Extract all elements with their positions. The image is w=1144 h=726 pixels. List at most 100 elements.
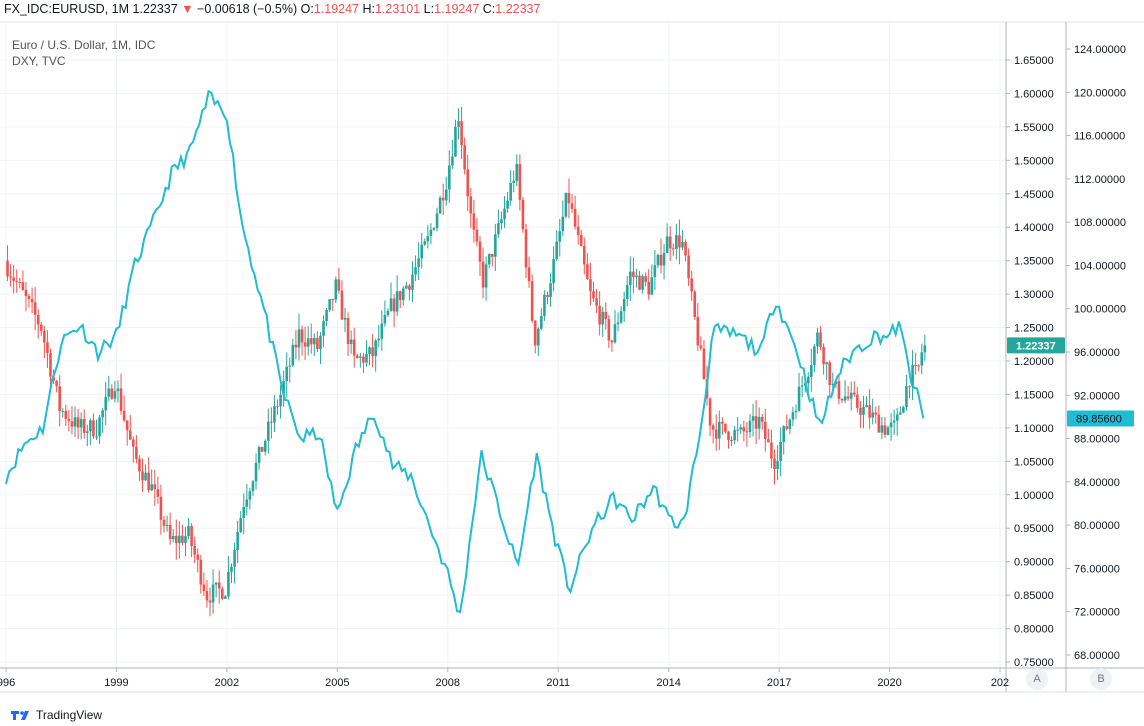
candle-body — [632, 271, 635, 278]
candle-body — [316, 337, 319, 349]
candle-body — [359, 356, 362, 358]
main-series-legend[interactable]: Euro / U.S. Dollar, 1M, IDC — [12, 38, 156, 52]
scale-button-a[interactable]: A — [1026, 668, 1048, 690]
candle-body — [810, 365, 813, 377]
candle-body — [43, 330, 46, 343]
candle-body — [190, 525, 193, 547]
left-tick-label: 1.20000 — [1014, 356, 1054, 368]
candle-body — [497, 223, 500, 235]
candle-body — [788, 419, 792, 429]
candle-body — [868, 405, 871, 418]
candle-body — [239, 518, 242, 533]
right-tick-label: 108.00000 — [1074, 217, 1126, 229]
candle-body — [653, 265, 657, 278]
candle-body — [757, 416, 761, 429]
candle-body — [270, 421, 273, 423]
right-tick-label: 116.00000 — [1074, 131, 1125, 143]
candle-body — [463, 145, 466, 170]
candle-body — [288, 365, 292, 367]
candle-body — [208, 600, 212, 603]
candle-body — [21, 282, 25, 290]
dxy-value-badge — [1067, 410, 1134, 427]
candle-body — [411, 274, 414, 290]
candle-body — [202, 584, 206, 592]
candle-body — [383, 314, 387, 324]
candle-body — [883, 425, 887, 435]
candle-body — [168, 524, 172, 540]
candle-body — [49, 353, 52, 377]
close-value: 1.22337 — [495, 2, 541, 16]
candle-body — [524, 229, 528, 268]
candle-body — [543, 294, 546, 316]
candle-body — [773, 458, 776, 470]
candle-body — [530, 281, 534, 321]
candle-body — [119, 388, 123, 411]
right-tick-label: 88.00000 — [1074, 434, 1120, 446]
left-tick-label: 1.65000 — [1014, 55, 1054, 67]
candle-body — [506, 200, 509, 209]
overlay-series-legend[interactable]: DXY, TVC — [12, 54, 66, 68]
candle-body — [408, 285, 411, 290]
candle-body — [64, 410, 68, 419]
candle-body — [886, 427, 890, 435]
candle-body — [426, 236, 430, 242]
candle-body — [368, 347, 371, 354]
right-tick-label: 104.00000 — [1074, 260, 1126, 272]
candle-body — [825, 362, 828, 365]
eurusd-candles — [6, 106, 927, 617]
candle-body — [742, 427, 746, 432]
candle-body — [101, 410, 104, 418]
grid — [0, 22, 1006, 668]
dxy-line — [5, 89, 925, 614]
candle-body — [592, 291, 595, 299]
candle-body — [717, 421, 721, 439]
x-tick-label: 202 — [991, 677, 1009, 689]
x-tick-label: 2011 — [546, 677, 570, 689]
candle-body — [104, 396, 108, 411]
candle-body — [745, 431, 749, 433]
candle-body — [730, 440, 733, 442]
candle-body — [417, 258, 420, 268]
candle-body — [687, 255, 690, 279]
candle-body — [849, 392, 853, 399]
candle-body — [837, 381, 841, 399]
candle-body — [598, 305, 601, 325]
tradingview-footer[interactable]: TradingView — [10, 708, 102, 722]
candle-body — [227, 571, 230, 597]
scale-button-b[interactable]: B — [1090, 668, 1112, 690]
candle-body — [856, 394, 859, 408]
right-tick-label: 112.00000 — [1074, 174, 1125, 186]
candle-body — [671, 248, 675, 250]
left-tick-label: 1.55000 — [1014, 122, 1054, 134]
candle-body — [865, 405, 868, 408]
candle-body — [337, 279, 341, 291]
symbol-label[interactable]: FX_IDC:EURUSD, 1M — [4, 2, 130, 16]
candle-body — [9, 276, 12, 278]
left-tick-label: 1.35000 — [1014, 256, 1054, 268]
candle-body — [819, 332, 822, 348]
candle-body — [355, 355, 359, 358]
left-tick-label: 1.50000 — [1014, 155, 1054, 167]
candle-body — [414, 267, 417, 275]
candle-body — [500, 219, 503, 224]
candle-body — [276, 406, 279, 408]
candle-body — [776, 461, 779, 470]
candle-body — [889, 422, 893, 428]
candle-body — [555, 241, 558, 260]
candle-body — [457, 121, 460, 127]
candle-body — [549, 283, 552, 298]
x-tick-label: 2002 — [215, 677, 239, 689]
candle-body — [392, 298, 396, 312]
candle-body — [503, 208, 506, 220]
candle-body — [751, 416, 755, 421]
candle-body — [764, 421, 767, 440]
left-tick-label: 1.45000 — [1014, 189, 1054, 201]
candle-body — [920, 352, 924, 366]
left-tick-label: 1.05000 — [1014, 456, 1054, 468]
x-tick-label: 2017 — [767, 677, 791, 689]
candle-body — [135, 446, 138, 459]
candle-body — [420, 244, 424, 259]
dxy-value-badge-label: 89.85600 — [1076, 413, 1122, 425]
candle-body — [398, 291, 402, 301]
